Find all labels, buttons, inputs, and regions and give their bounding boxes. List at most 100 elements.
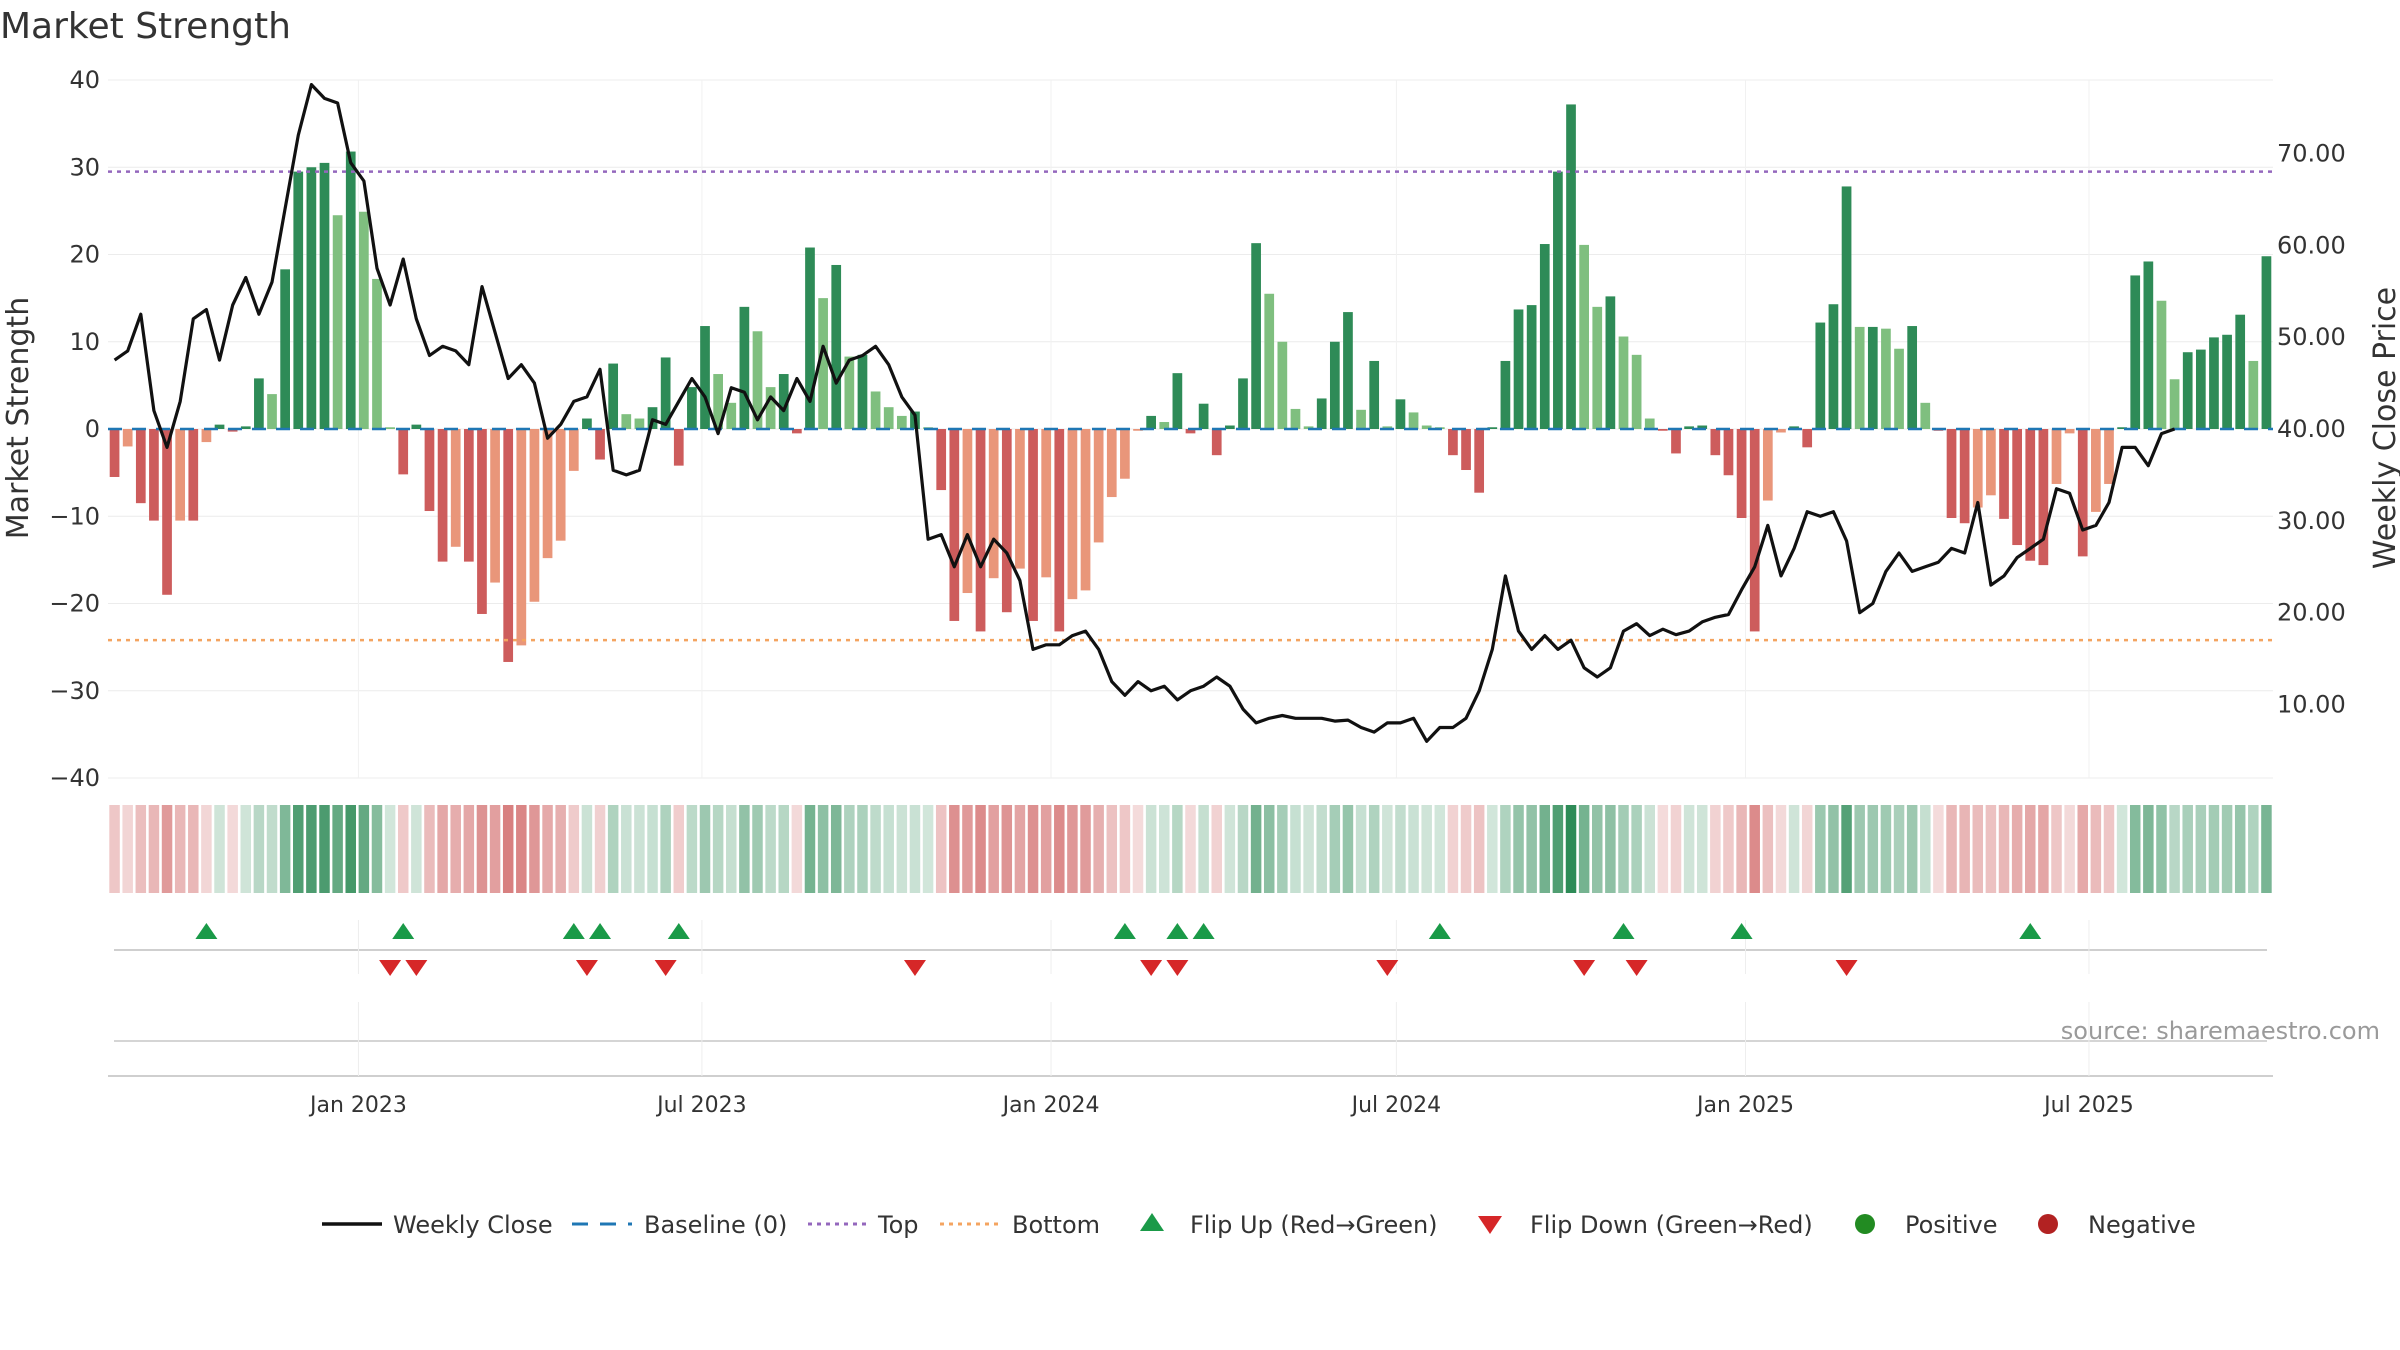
strip-cell	[778, 805, 789, 893]
y-tick-label: 0	[85, 415, 100, 443]
flip-up-marker	[1166, 923, 1189, 939]
y-tick-label: 20	[69, 241, 100, 269]
legend-label: Flip Down (Green→Red)	[1530, 1211, 1813, 1239]
strip-cell	[1303, 805, 1314, 893]
y2-tick-label: 30.00	[2277, 507, 2346, 535]
strip-cell	[450, 805, 461, 893]
strip-cell	[1828, 805, 1839, 893]
strip-cell	[1211, 805, 1222, 893]
strength-bar	[1920, 402, 1931, 429]
strip-cell	[935, 805, 947, 893]
x-tick-label: Jan 2025	[1695, 1093, 1794, 1118]
strip-cell	[1683, 805, 1695, 893]
strip-cell	[279, 805, 291, 893]
strength-bar	[1015, 429, 1025, 569]
strength-bar	[385, 427, 395, 429]
strip-cell	[122, 805, 133, 893]
x-tick-label: Jul 2023	[655, 1093, 747, 1118]
strength-bar	[1658, 429, 1668, 431]
y-tick-label: −30	[49, 677, 100, 705]
strip-cell	[1736, 805, 1747, 893]
strength-bar	[1264, 293, 1275, 429]
right-y-axis: 70.00 60.00 50.00 40.00 30.00 20.00 10.00	[2277, 139, 2346, 718]
strength-bar	[135, 429, 146, 504]
flip-down-marker	[1625, 960, 1648, 976]
strength-bar	[634, 418, 645, 429]
strip-cell	[384, 805, 396, 893]
strip-cell	[1487, 805, 1498, 893]
strength-bar	[503, 429, 514, 662]
strength-bar	[477, 429, 487, 614]
strip-cell	[1946, 805, 1957, 893]
strip-cell	[1014, 805, 1026, 893]
strip-cell	[1277, 805, 1288, 893]
legend-label: Negative	[2088, 1211, 2196, 1239]
strength-bar	[595, 429, 605, 460]
strength-bar	[1513, 309, 1524, 429]
strength-bar	[1592, 306, 1603, 429]
strip-cell	[909, 805, 921, 893]
strength-bar	[1461, 429, 1471, 471]
strip-cell	[699, 805, 711, 893]
weekly-close-series	[113, 82, 2176, 743]
strip-cell	[1526, 805, 1537, 893]
strip-cell	[306, 805, 317, 893]
strength-bar	[1605, 296, 1616, 429]
strength-bar	[1789, 426, 1799, 429]
flip-up-marker	[1612, 923, 1635, 939]
strength-bar	[516, 429, 527, 646]
strip-cell	[1224, 805, 1236, 893]
strength-bar	[1382, 426, 1393, 429]
left-y-axis: 40 30 20 10 0 −10 −20 −30 −40	[49, 66, 100, 792]
strip-cell	[1775, 805, 1787, 893]
strip-cell	[1027, 805, 1039, 893]
strength-bar	[1343, 312, 1353, 429]
legend-flip-up-swatch	[1140, 1213, 1164, 1231]
strip-cell	[726, 805, 737, 893]
strip-cell	[1001, 805, 1013, 893]
strip-cell	[1539, 805, 1551, 893]
strength-bar	[2051, 429, 2062, 484]
weekly-close-line	[113, 82, 2176, 743]
strength-bar	[1881, 328, 1891, 429]
flip-down-marker	[1376, 960, 1399, 976]
strength-bar	[227, 429, 238, 432]
strip-cell	[1172, 805, 1183, 893]
strip-cell	[476, 805, 488, 893]
y2-tick-label: 50.00	[2277, 323, 2346, 351]
strength-bar	[332, 215, 343, 429]
strength-bar	[450, 429, 461, 547]
strength-bar	[2169, 379, 2180, 429]
strip-cell	[712, 805, 724, 893]
strength-bar	[1526, 305, 1537, 429]
strip-cell	[1382, 805, 1393, 893]
strip-cell	[2221, 805, 2233, 893]
strip-cell	[1447, 805, 1459, 893]
flip-up-marker	[392, 923, 415, 939]
flip-down-marker	[1166, 960, 1189, 976]
strength-bar	[201, 429, 212, 443]
strength-heat-strip	[109, 805, 2272, 893]
strength-bar	[2012, 429, 2022, 546]
strip-cell	[2025, 805, 2036, 893]
y-axis-label: Market Strength	[1, 297, 36, 539]
strength-bar	[149, 429, 159, 521]
strip-cell	[1906, 805, 1918, 893]
x-tick-label: Jul 2024	[1350, 1093, 1442, 1118]
strip-cell	[1316, 805, 1327, 893]
strength-bar	[765, 387, 776, 429]
strength-bar	[1080, 429, 1091, 591]
strip-cell	[830, 805, 842, 893]
strip-cell	[214, 805, 225, 893]
strip-cell	[1145, 805, 1157, 893]
strip-cell	[1460, 805, 1472, 893]
strip-cell	[1631, 805, 1642, 893]
strip-cell	[1552, 805, 1564, 893]
strength-bar	[870, 391, 881, 429]
strip-cell	[1237, 805, 1249, 893]
flip-up-marker	[1192, 923, 1215, 939]
strength-bar	[687, 387, 697, 429]
strip-cell	[2064, 805, 2075, 893]
strip-cell	[1985, 805, 1997, 893]
legend-label: Baseline (0)	[644, 1211, 787, 1239]
